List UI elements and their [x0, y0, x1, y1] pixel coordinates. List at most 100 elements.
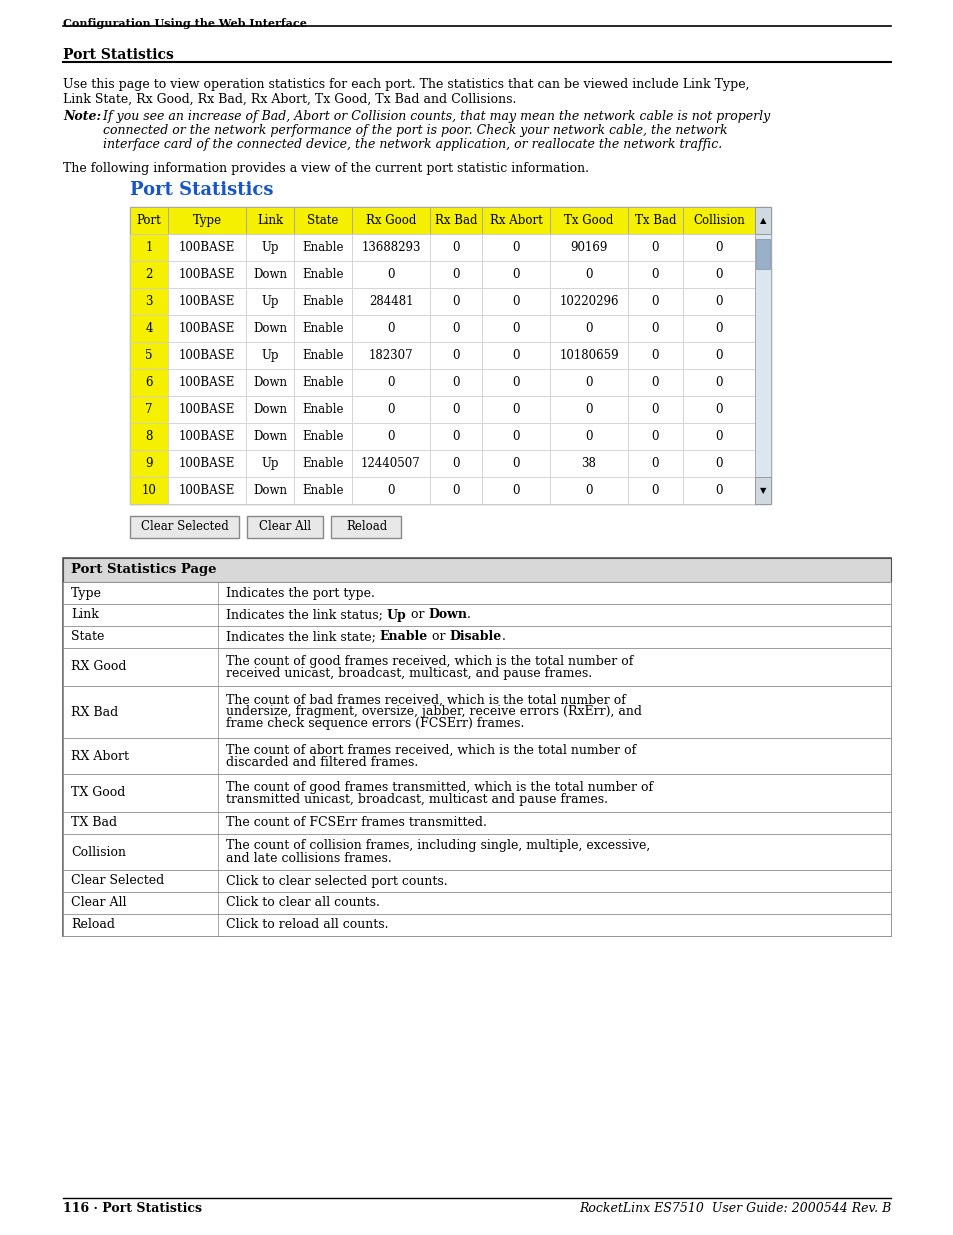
- Text: 0: 0: [387, 403, 395, 416]
- Text: Port Statistics: Port Statistics: [63, 48, 173, 62]
- Text: 0: 0: [651, 350, 659, 362]
- Text: 0: 0: [512, 295, 519, 308]
- Bar: [682, 342, 754, 369]
- Text: 0: 0: [715, 403, 722, 416]
- Text: Down: Down: [253, 375, 287, 389]
- Bar: [294, 424, 352, 450]
- Text: 0: 0: [584, 403, 592, 416]
- Bar: [430, 233, 481, 261]
- Text: Tx Bad: Tx Bad: [634, 214, 676, 227]
- Text: The following information provides a view of the current port statistic informat: The following information provides a vie…: [63, 162, 588, 175]
- Bar: [168, 342, 246, 369]
- Text: 0: 0: [651, 484, 659, 496]
- Text: Enable: Enable: [302, 457, 343, 471]
- Bar: [63, 811, 890, 834]
- Bar: [130, 288, 168, 315]
- Text: 38: 38: [581, 457, 596, 471]
- Text: 100BASE: 100BASE: [178, 268, 235, 282]
- Text: The count of abort frames received, which is the total number of: The count of abort frames received, whic…: [226, 743, 636, 757]
- Bar: [294, 233, 352, 261]
- Text: The count of good frames received, which is the total number of: The count of good frames received, which…: [226, 655, 633, 667]
- Bar: [294, 288, 352, 315]
- Bar: [130, 342, 168, 369]
- Bar: [755, 240, 769, 269]
- Text: Click to clear selected port counts.: Click to clear selected port counts.: [226, 874, 447, 888]
- Text: 90169: 90169: [570, 241, 607, 254]
- Text: connected or the network performance of the port is poor. Check your network cab: connected or the network performance of …: [63, 124, 727, 137]
- Bar: [130, 207, 770, 504]
- Text: undersize, fragment, oversize, jabber, receive errors (RxErr), and: undersize, fragment, oversize, jabber, r…: [226, 705, 641, 719]
- Text: Rx Good: Rx Good: [365, 214, 416, 227]
- Text: 6: 6: [145, 375, 152, 389]
- Bar: [430, 369, 481, 396]
- Text: 100BASE: 100BASE: [178, 403, 235, 416]
- Bar: [352, 424, 430, 450]
- Text: 0: 0: [651, 322, 659, 335]
- Text: Up: Up: [387, 609, 406, 621]
- Bar: [481, 288, 550, 315]
- Text: RX Abort: RX Abort: [71, 750, 129, 762]
- Text: 0: 0: [452, 403, 459, 416]
- Bar: [627, 477, 682, 504]
- Bar: [294, 261, 352, 288]
- Text: 8: 8: [145, 430, 152, 443]
- Bar: [352, 207, 430, 233]
- Text: Port Statistics: Port Statistics: [130, 182, 274, 199]
- Text: 0: 0: [651, 241, 659, 254]
- Text: 0: 0: [452, 295, 459, 308]
- Text: Enable: Enable: [379, 631, 428, 643]
- Bar: [430, 207, 481, 233]
- Text: 0: 0: [715, 350, 722, 362]
- Text: 100BASE: 100BASE: [178, 241, 235, 254]
- Text: 0: 0: [512, 322, 519, 335]
- Text: Reload: Reload: [71, 919, 115, 931]
- Text: or: or: [406, 609, 428, 621]
- Bar: [247, 516, 323, 538]
- Text: Up: Up: [261, 457, 278, 471]
- Bar: [63, 626, 890, 648]
- Bar: [246, 450, 294, 477]
- Bar: [550, 396, 627, 424]
- Text: 7: 7: [145, 403, 152, 416]
- Text: The count of collision frames, including single, multiple, excessive,: The count of collision frames, including…: [226, 840, 650, 852]
- Bar: [430, 450, 481, 477]
- Bar: [352, 477, 430, 504]
- Text: Down: Down: [253, 322, 287, 335]
- Bar: [682, 450, 754, 477]
- Text: Up: Up: [261, 241, 278, 254]
- Bar: [682, 207, 754, 233]
- Bar: [130, 207, 168, 233]
- Text: 0: 0: [512, 484, 519, 496]
- Bar: [682, 288, 754, 315]
- Text: Indicates the port type.: Indicates the port type.: [226, 587, 375, 599]
- Bar: [682, 261, 754, 288]
- Text: Type: Type: [71, 587, 102, 599]
- Text: The count of good frames transmitted, which is the total number of: The count of good frames transmitted, wh…: [226, 781, 653, 794]
- Text: Enable: Enable: [302, 350, 343, 362]
- Text: Indicates the link status;: Indicates the link status;: [226, 609, 387, 621]
- Bar: [550, 369, 627, 396]
- Text: Enable: Enable: [302, 322, 343, 335]
- Text: Note:: Note:: [63, 110, 101, 124]
- Text: 0: 0: [651, 403, 659, 416]
- Text: Port: Port: [136, 214, 161, 227]
- Bar: [682, 396, 754, 424]
- Text: Up: Up: [261, 350, 278, 362]
- Bar: [550, 315, 627, 342]
- Bar: [294, 207, 352, 233]
- Bar: [246, 369, 294, 396]
- Text: The count of FCSErr frames transmitted.: The count of FCSErr frames transmitted.: [226, 816, 486, 830]
- Text: Enable: Enable: [302, 268, 343, 282]
- Text: .: .: [467, 609, 471, 621]
- Text: State: State: [307, 214, 338, 227]
- Bar: [550, 424, 627, 450]
- Text: Enable: Enable: [302, 484, 343, 496]
- Text: 0: 0: [715, 457, 722, 471]
- Bar: [63, 558, 890, 582]
- Bar: [352, 396, 430, 424]
- Bar: [246, 288, 294, 315]
- Bar: [682, 477, 754, 504]
- Bar: [130, 315, 168, 342]
- Text: 0: 0: [715, 295, 722, 308]
- Bar: [246, 207, 294, 233]
